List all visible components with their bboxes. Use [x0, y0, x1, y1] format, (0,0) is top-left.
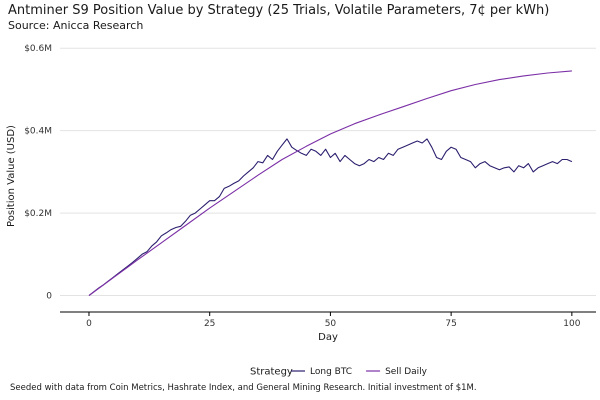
x-axis-ticks: 0 25 50 75 100: [86, 312, 581, 329]
legend-label-long-btc: Long BTC: [310, 367, 352, 377]
x-tick-label: 0: [86, 319, 92, 329]
legend-title: Strategy: [250, 367, 293, 378]
y-axis-ticks: 0 $0.2M $0.4M $0.6M: [24, 44, 52, 301]
legend-label-sell-daily: Sell Daily: [385, 367, 428, 377]
y-tick-label: $0.2M: [24, 209, 52, 219]
x-tick-label: 100: [563, 319, 580, 329]
x-tick-label: 50: [325, 319, 337, 329]
y-tick-label: $0.4M: [24, 127, 52, 137]
chart-caption: Seeded with data from Coin Metrics, Hash…: [10, 383, 477, 393]
x-axis-title: Day: [318, 332, 338, 343]
series-lines: [88, 70, 573, 296]
chart-subtitle: Source: Anicca Research: [8, 19, 144, 32]
y-tick-label: 0: [46, 292, 52, 302]
series-line-long-btc: [88, 138, 573, 296]
y-tick-label: $0.6M: [24, 44, 52, 54]
legend: Strategy Long BTC Sell Daily: [250, 367, 428, 378]
series-line-sell-daily: [88, 70, 572, 296]
gridlines: [60, 47, 596, 297]
chart-title: Antminer S9 Position Value by Strategy (…: [8, 3, 550, 18]
y-axis-title: Position Value (USD): [6, 125, 17, 227]
x-tick-label: 25: [204, 319, 215, 329]
x-tick-label: 75: [445, 319, 456, 329]
